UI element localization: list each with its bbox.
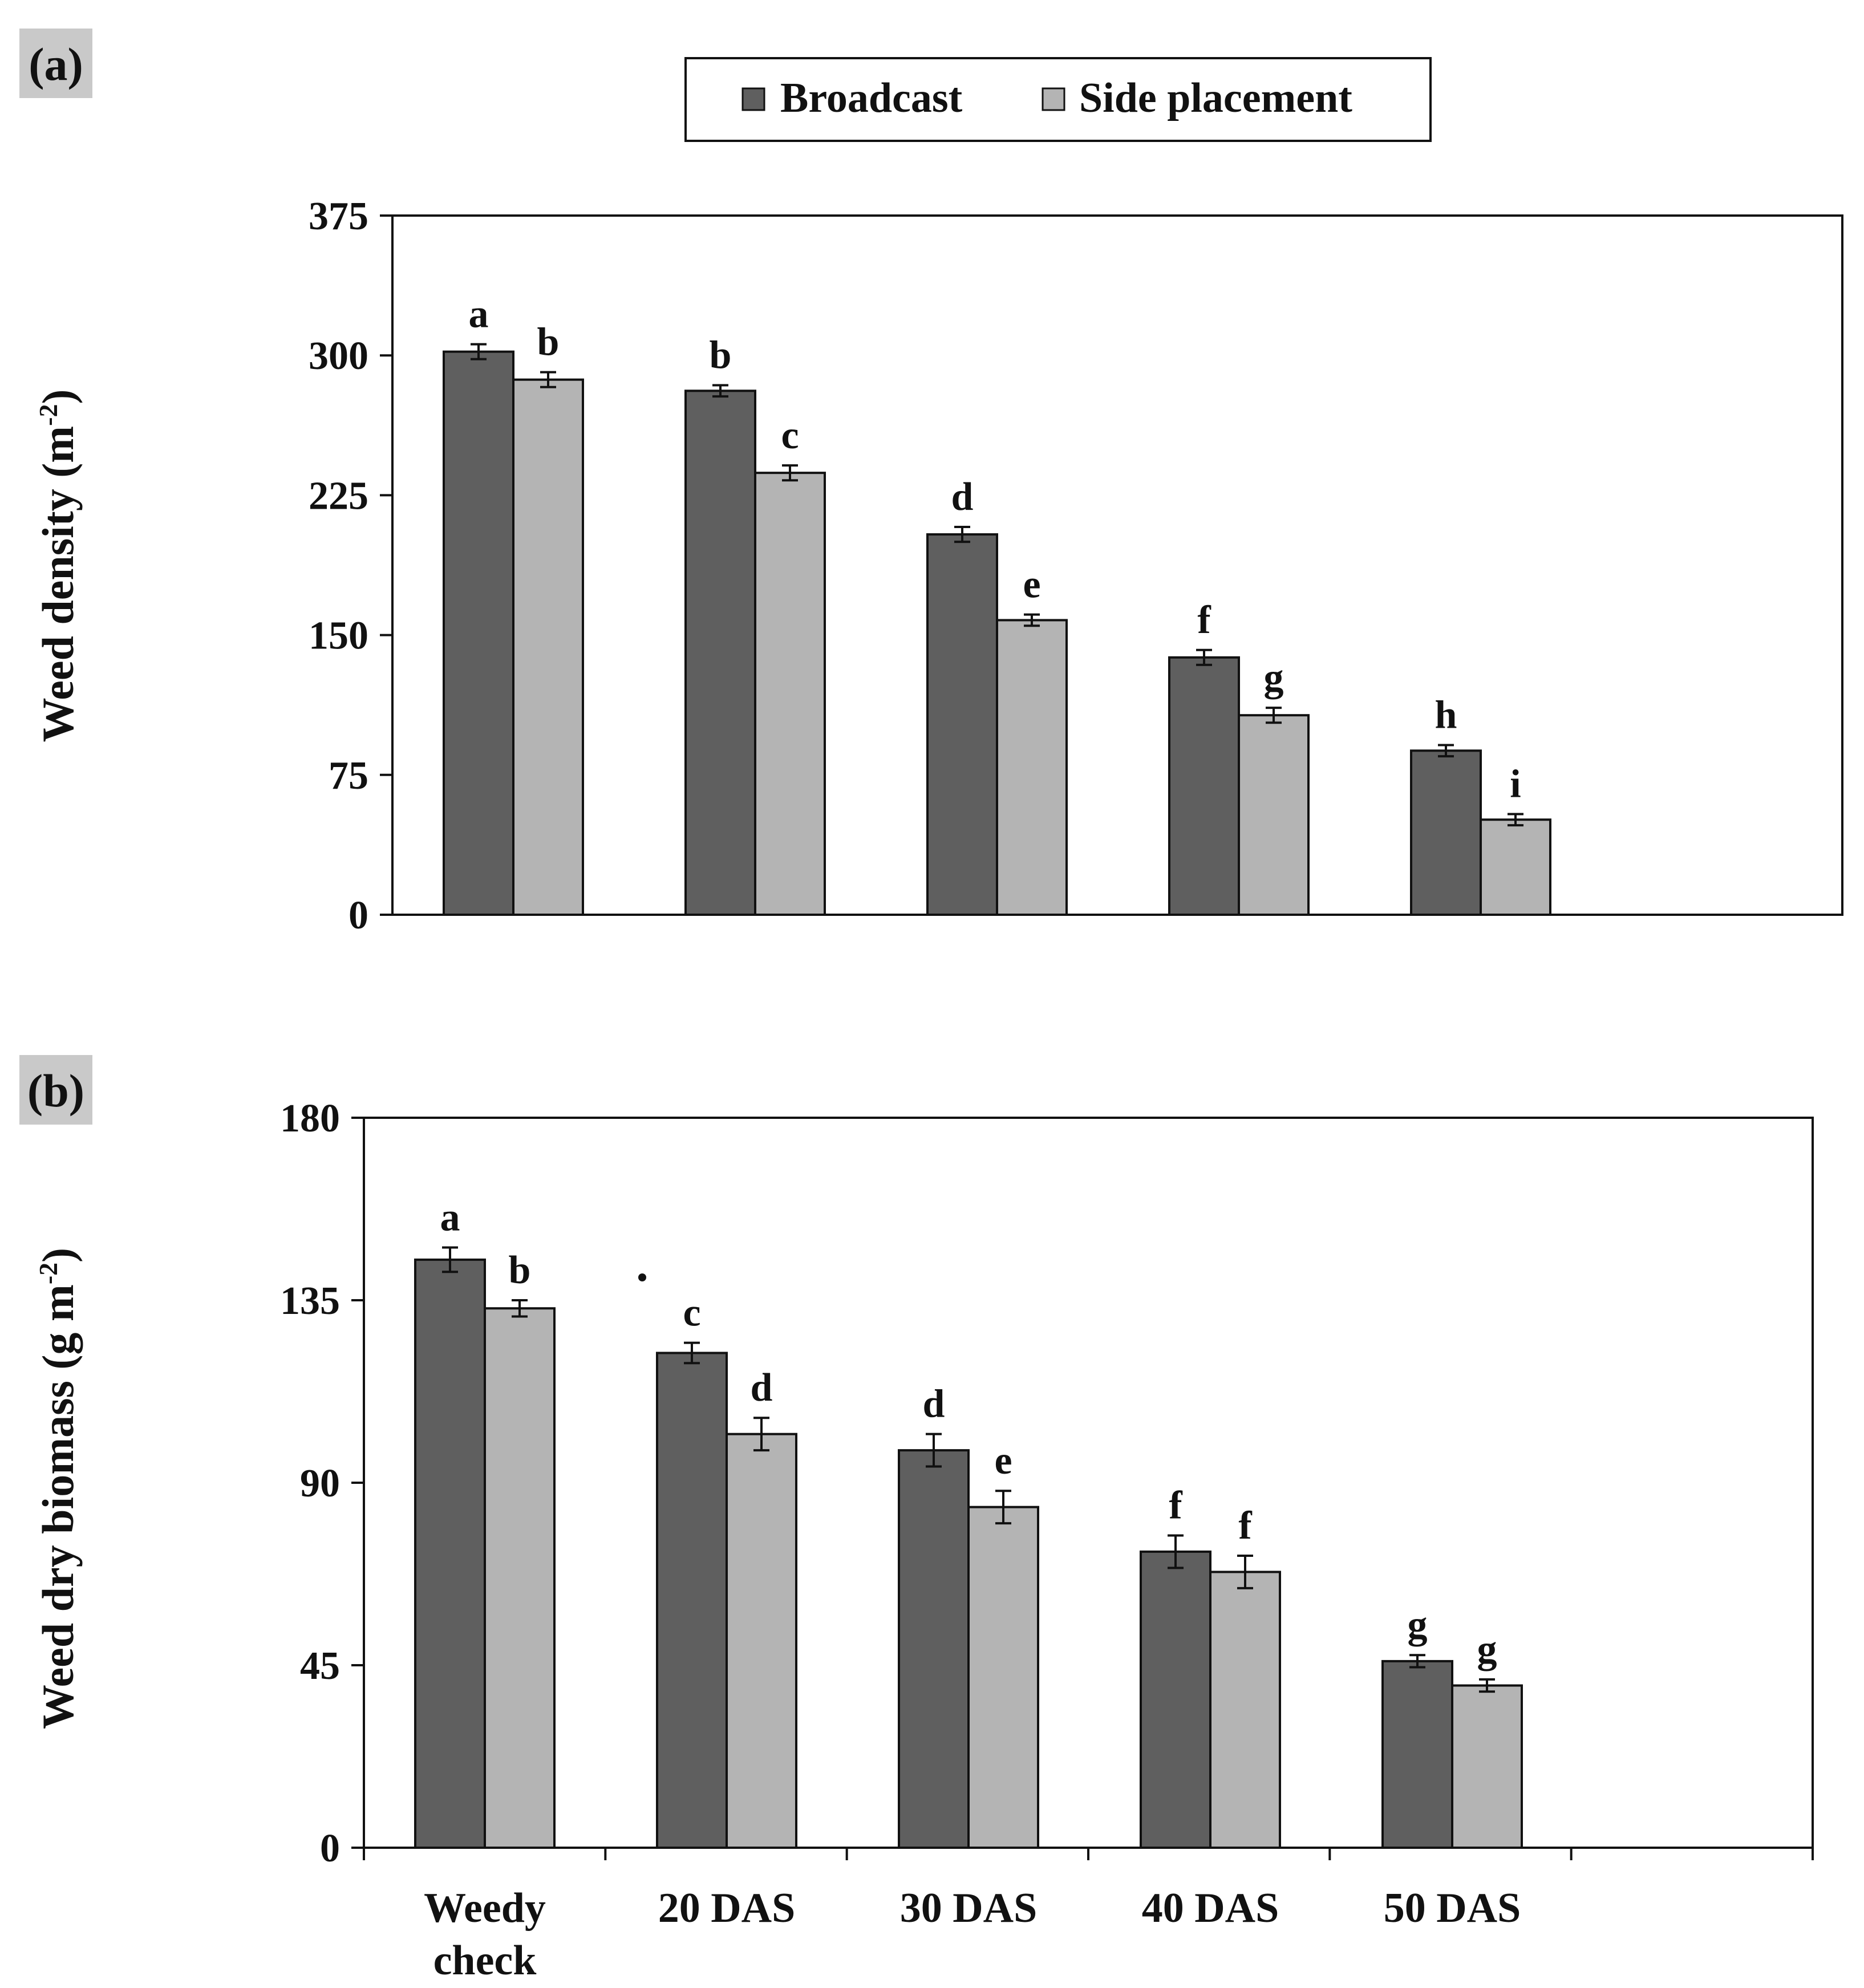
bar-side-placement xyxy=(1209,1571,1281,1849)
legend-label-side-placement: Side placement xyxy=(1079,75,1352,121)
significance-letter: c xyxy=(683,1291,700,1335)
y-tick-label: 135 xyxy=(280,1279,340,1323)
significance-letter: e xyxy=(994,1439,1012,1483)
y-tick-label: 75 xyxy=(329,754,368,798)
x-tick-label: Weedy xyxy=(424,1885,546,1932)
bars-a: a b b c d e f g h i xyxy=(443,293,1551,916)
significance-letter: a xyxy=(469,293,489,336)
legend: Broadcast Side placement xyxy=(684,57,1432,142)
significance-letter: g xyxy=(1408,1603,1428,1647)
x-tick-label: 20 DAS xyxy=(658,1885,796,1932)
significance-letter: f xyxy=(1238,1504,1252,1548)
x-tick-label: check xyxy=(433,1937,537,1984)
significance-letter: d xyxy=(951,475,974,519)
y-tick-label: 225 xyxy=(309,474,368,518)
bar-broadcast xyxy=(1410,749,1482,916)
significance-letter: g xyxy=(1477,1628,1497,1671)
significance-letter: f xyxy=(1197,598,1211,642)
y-tick-label: 180 xyxy=(280,1097,340,1141)
bar-broadcast xyxy=(443,350,514,916)
bar-side-placement xyxy=(967,1506,1039,1849)
y-tick-label: 150 xyxy=(309,614,368,658)
bars-b: a b c d d e f f g g xyxy=(414,1196,1523,1849)
bar-broadcast xyxy=(1168,656,1240,916)
stray-dot xyxy=(638,1273,646,1281)
panel-a-tag: (a) xyxy=(29,38,83,90)
x-tick-label: 30 DAS xyxy=(900,1885,1038,1932)
significance-letter: g xyxy=(1264,656,1284,700)
legend-swatch-broadcast xyxy=(741,87,765,111)
y-tick-label: 45 xyxy=(300,1644,340,1688)
legend-label-broadcast: Broadcast xyxy=(780,75,963,121)
bar-broadcast xyxy=(1381,1660,1453,1849)
y-tick-label: 0 xyxy=(349,894,368,938)
y-axis-label-b-text: Weed dry biomass (g m xyxy=(33,1284,83,1729)
plot-frame-a xyxy=(391,214,1843,916)
significance-letter: i xyxy=(1510,762,1521,806)
y-axis-label-b-close: ) xyxy=(33,1248,83,1263)
bar-side-placement xyxy=(754,472,826,916)
significance-letter: a xyxy=(440,1196,460,1240)
bar-broadcast xyxy=(684,390,756,916)
y-tick-label: 0 xyxy=(320,1827,340,1871)
bar-broadcast xyxy=(898,1449,970,1849)
y-axis-label-a-text: Weed density (m xyxy=(33,426,83,743)
significance-letter: f xyxy=(1169,1483,1182,1527)
significance-letter: b xyxy=(537,320,560,364)
legend-frame xyxy=(684,57,1432,142)
panel-b-tag-bg xyxy=(19,1055,92,1125)
bar-broadcast xyxy=(926,533,998,916)
y-tick-label: 375 xyxy=(309,194,368,238)
significance-letter: e xyxy=(1023,563,1040,607)
significance-letter: d xyxy=(923,1382,945,1426)
y-axis-label-a-close: ) xyxy=(33,390,83,404)
x-tick-label: 40 DAS xyxy=(1142,1885,1279,1932)
y-axis-label-b: Weed dry biomass (g m-2) xyxy=(33,1248,83,1729)
bar-side-placement xyxy=(512,378,584,916)
significance-letter: b xyxy=(509,1248,531,1292)
bar-broadcast xyxy=(656,1352,728,1849)
x-tick-label: 50 DAS xyxy=(1384,1885,1521,1932)
chart-weed-density: 0 75 150 225 300 375 a b b c d e f g h i Weed density … xyxy=(33,194,1843,938)
panel-b-tag: (b) xyxy=(27,1065,84,1117)
significance-letter: h xyxy=(1435,693,1457,737)
x-axis-b: Weedy check 20 DAS 30 DAS 40 DAS 50 DAS xyxy=(363,1848,1814,1984)
y-axis-label-a-superscript: -2 xyxy=(34,404,63,426)
y-tick-label: 300 xyxy=(309,334,368,378)
bar-side-placement xyxy=(1238,714,1310,916)
legend-swatch-side-placement xyxy=(1042,87,1065,111)
chart-weed-dry-biomass: 0 45 90 135 180 a b c d d e f f g g Weedy check 20 DAS 3… xyxy=(33,1097,1814,1984)
panel-a-tag-bg xyxy=(19,29,92,98)
bar-side-placement xyxy=(996,619,1068,916)
bar-side-placement xyxy=(1480,818,1551,916)
y-tick-label: 90 xyxy=(300,1462,340,1506)
significance-letter: c xyxy=(781,413,799,457)
y-axis-label-a: Weed density (m-2) xyxy=(33,390,83,743)
bar-broadcast xyxy=(414,1258,486,1849)
bar-broadcast xyxy=(1140,1550,1211,1849)
significance-letter: b xyxy=(710,334,732,378)
significance-letter: d xyxy=(751,1366,773,1410)
bar-side-placement xyxy=(1451,1684,1523,1849)
y-axis-label-b-superscript: -2 xyxy=(34,1263,63,1284)
y-ticks-b: 0 45 90 135 180 xyxy=(280,1097,364,1871)
y-ticks-a: 0 75 150 225 300 375 xyxy=(309,194,392,938)
bar-side-placement xyxy=(726,1433,797,1849)
bar-side-placement xyxy=(484,1307,556,1849)
